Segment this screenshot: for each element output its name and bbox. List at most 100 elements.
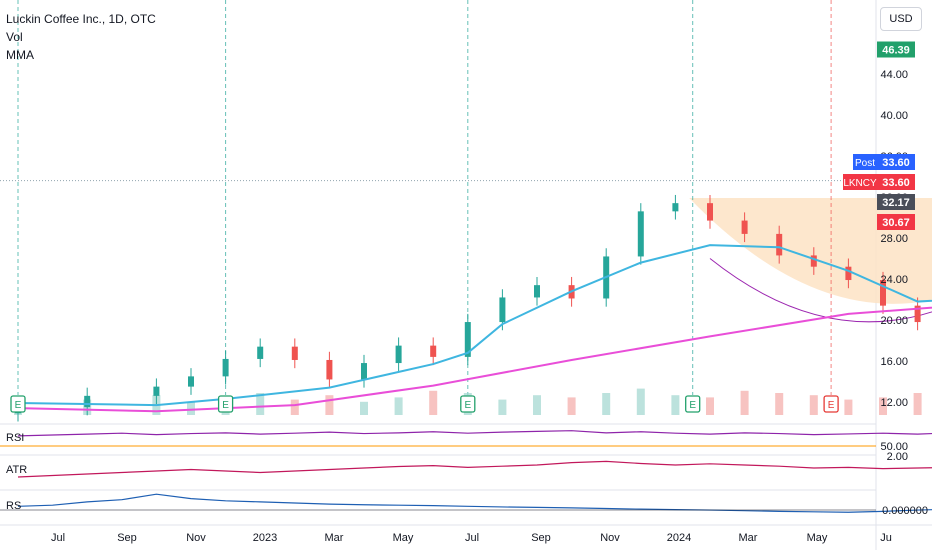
post-tag-bg (853, 154, 877, 170)
x-axis-tick-label: Jul (51, 532, 65, 544)
x-axis-tick-label: Mar (739, 532, 758, 544)
cup-pattern-fill (689, 198, 932, 304)
rsi-level-label: 50.00 (880, 441, 908, 453)
earnings-badge-label: E (828, 400, 835, 411)
candle-body (84, 395, 91, 408)
candle-body (637, 211, 644, 257)
candle-body (810, 255, 817, 267)
earnings-badge (460, 395, 476, 413)
chart-legend: Luckin Coffee Inc., 1D, OTC Vol MMA (6, 10, 156, 64)
candle-body (188, 376, 194, 387)
earnings-badge (10, 395, 26, 413)
target-price-label: 46.39 (882, 45, 910, 57)
y-axis-tick-label: 20.00 (880, 315, 908, 327)
candle-body (395, 345, 402, 364)
candle-body (534, 285, 540, 298)
candle-body (499, 297, 506, 323)
rsi-line (17, 430, 932, 437)
post-price-label: 33.60 (882, 157, 910, 169)
y-axis-tick-label: 28.00 (880, 233, 908, 245)
volume-bar (360, 401, 368, 415)
entry-price-label: 32.17 (882, 197, 910, 209)
earnings-badge-label: E (689, 400, 696, 411)
candle-body (880, 280, 886, 306)
target-price-label-bg (877, 41, 915, 58)
symbol-tag-bg (843, 174, 877, 190)
symbol-tag: LKNCY (843, 178, 877, 189)
currency-button[interactable]: USD (880, 7, 922, 31)
rs-line (17, 493, 932, 513)
candle-body (707, 203, 713, 221)
candle-body (845, 266, 852, 281)
volume-bar (290, 399, 299, 415)
earnings-badge (823, 395, 839, 413)
volume-bar (498, 399, 507, 415)
x-axis-tick-label: Sep (531, 532, 551, 544)
stop-price-label: 30.67 (882, 217, 910, 229)
volume-indicator-label[interactable]: Vol (6, 30, 23, 44)
volume-bar (533, 395, 541, 415)
y-axis-tick-label: 44.00 (880, 69, 908, 81)
volume-bar (394, 397, 403, 415)
stop-price-label-bg (877, 214, 915, 230)
volume-bar (809, 395, 818, 415)
rsi-pane-label: RSI (6, 432, 25, 444)
earnings-badge-label: E (222, 400, 229, 411)
volume-bar (671, 395, 680, 415)
volume-bar (602, 393, 611, 415)
candle-body (430, 345, 437, 357)
sma50-line (17, 244, 932, 407)
volume-bar (775, 393, 784, 415)
y-axis-tick-label: 16.00 (880, 356, 908, 368)
candle-body (257, 346, 264, 359)
earnings-badge-label: E (15, 400, 22, 411)
x-axis-tick-label: Nov (600, 532, 620, 544)
volume-bar (636, 388, 645, 415)
rs-pane-label: RS (6, 500, 22, 512)
x-axis-tick-label: Nov (186, 532, 206, 544)
candle-body (914, 305, 921, 323)
candle-body (361, 363, 367, 380)
cup-curve (709, 258, 932, 323)
x-axis-tick-label: 2023 (253, 532, 277, 544)
candle-body (326, 359, 333, 380)
volume-bar (325, 395, 334, 415)
x-axis-tick-label: Sep (117, 532, 137, 544)
post-price-label-bg (877, 154, 915, 170)
candle-body (464, 322, 471, 357)
x-axis-tick-label: May (393, 532, 414, 544)
sma200-line (17, 306, 932, 413)
rs-level-label: 0.000000 (882, 505, 928, 517)
x-axis-tick-label: 2024 (667, 532, 691, 544)
candle-body (222, 358, 229, 377)
volume-bar (740, 390, 749, 415)
symbol-title: Luckin Coffee Inc., 1D, OTC (6, 12, 156, 26)
atr-pane-label: ATR (6, 464, 28, 476)
earnings-badge (685, 395, 701, 413)
candle-body (291, 346, 298, 360)
volume-bar (567, 397, 576, 415)
y-axis-tick-label: 12.00 (880, 397, 908, 409)
earnings-badge-label: E (464, 400, 471, 411)
last-price-label-bg (877, 174, 915, 190)
candle-body (153, 386, 160, 396)
entry-price-label-bg (877, 194, 915, 210)
earnings-badge (217, 395, 234, 413)
y-axis-tick-label: 24.00 (880, 274, 908, 286)
volume-bar (844, 399, 853, 415)
candle-body (776, 233, 783, 256)
volume-bar (256, 393, 265, 415)
x-axis-tick-label: Jul (465, 532, 479, 544)
x-axis-tick-label: May (807, 532, 828, 544)
mma-indicator-label[interactable]: MMA (6, 48, 34, 62)
candle-body (741, 220, 748, 234)
volume-bar (879, 397, 887, 415)
volume-bar (913, 393, 922, 415)
x-axis-tick-label: Ju (880, 532, 892, 544)
volume-bar (187, 401, 195, 415)
volume-bar (706, 397, 714, 415)
volume-bar (429, 390, 438, 415)
candle-body (672, 203, 679, 212)
post-tag: Post (855, 158, 875, 169)
